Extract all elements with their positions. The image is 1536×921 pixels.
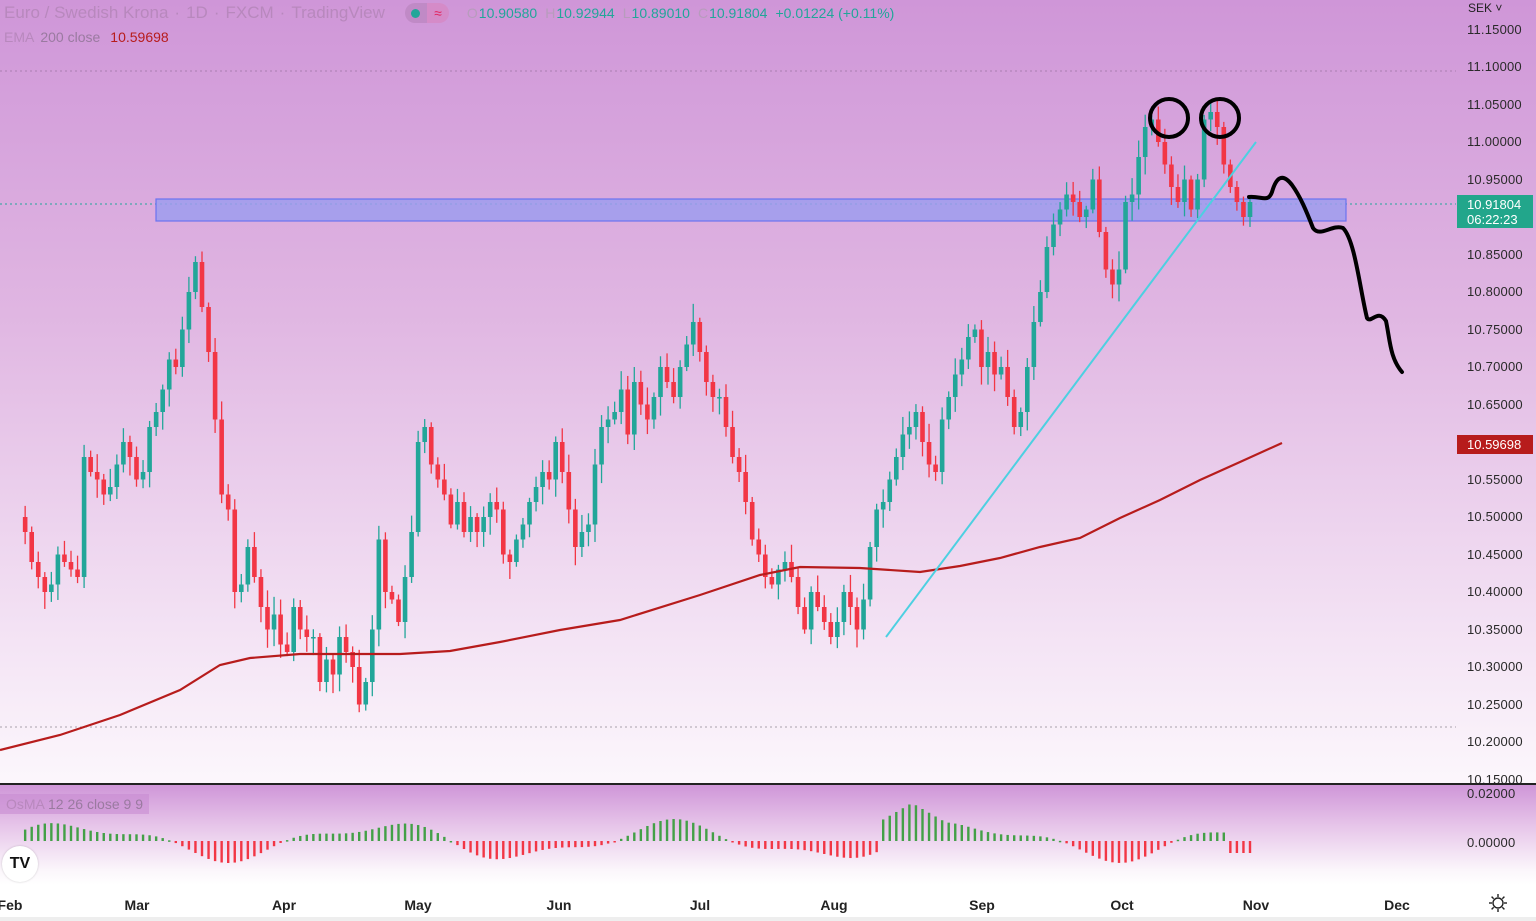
- last-price-tag: 10.91804 06:22:23: [1457, 195, 1533, 228]
- currency-selector[interactable]: SEK ˅: [1468, 1, 1503, 15]
- data-source: TradingView: [291, 3, 385, 22]
- bar-countdown: 06:22:23: [1467, 212, 1518, 227]
- time-axis-label: Jun: [546, 897, 572, 913]
- price-axis-label: 10.65000: [1467, 396, 1523, 412]
- price-axis-label: 11.05000: [1467, 96, 1522, 112]
- oscillator-pane[interactable]: [0, 785, 1536, 885]
- price-axis-label: 11.15000: [1467, 21, 1522, 37]
- price-axis-label: 10.85000: [1467, 246, 1523, 262]
- time-axis-label: May: [404, 897, 432, 913]
- osma-histogram: [23, 804, 1252, 863]
- time-axis-label: Feb: [0, 897, 23, 913]
- ema-legend[interactable]: EMA 200 close 10.59698: [4, 29, 169, 45]
- price-axis-label: 10.55000: [1467, 471, 1523, 487]
- price-axis-label: 10.50000: [1467, 509, 1523, 524]
- price-axis-label: 10.70000: [1467, 359, 1523, 374]
- price-axis-label: 11.10000: [1467, 59, 1522, 74]
- status-pill[interactable]: ≈: [404, 3, 449, 23]
- price-axis-label: 10.80000: [1467, 284, 1523, 299]
- time-axis[interactable]: [0, 885, 1536, 921]
- time-axis-label: Apr: [271, 897, 297, 913]
- open-value: 10.90580: [478, 5, 538, 21]
- interval[interactable]: 1D: [186, 3, 208, 22]
- price-axis-label: 10.95000: [1467, 171, 1523, 187]
- ema-params: 200 close: [40, 29, 101, 45]
- time-axis-label: Oct: [1110, 897, 1134, 913]
- price-axis-label: 10.75000: [1467, 321, 1523, 337]
- ohlc-values: O10.90580 H10.92944 L10.89010 C10.91804 …: [466, 5, 895, 21]
- close-value: 10.91804: [709, 5, 768, 21]
- price-axis-label: 10.15000: [1467, 771, 1523, 787]
- change-value: +0.01224 (+0.11%): [775, 5, 895, 21]
- price-axis-label: 10.45000: [1467, 546, 1523, 562]
- time-axis-label: Aug: [820, 897, 848, 913]
- high-value: 10.92944: [556, 5, 615, 21]
- settings-gear-icon[interactable]: [1488, 893, 1508, 913]
- osc-axis-label: 0.00000: [1467, 835, 1516, 850]
- price-axis-label: 11.00000: [1467, 134, 1522, 149]
- osc-axis-label: 0.02000: [1467, 786, 1516, 801]
- ema-value: 10.59698: [110, 29, 169, 45]
- price-axis-label: 10.30000: [1467, 659, 1523, 674]
- candles: [22, 100, 1253, 713]
- time-axis-label: Mar: [124, 897, 150, 913]
- main-price-pane[interactable]: Euro / Swedish Krona · 1D · FXCM · Tradi…: [0, 0, 1536, 787]
- exchange: FXCM: [225, 3, 274, 22]
- symbol-title[interactable]: Euro / Swedish Krona: [4, 3, 169, 22]
- time-axis-label: Jul: [689, 897, 711, 913]
- low-value: 10.89010: [631, 5, 690, 21]
- price-axis-label: 10.20000: [1467, 734, 1523, 749]
- symbol-legend[interactable]: Euro / Swedish Krona · 1D · FXCM · Tradi…: [4, 3, 895, 23]
- time-axis-label: Nov: [1242, 897, 1270, 913]
- candlestick-chart[interactable]: [0, 0, 1536, 784]
- osma-legend[interactable]: OsMA 12 26 close 9 9: [0, 794, 149, 814]
- market-open-dot-icon: [404, 3, 427, 23]
- delayed-data-wave-icon: ≈: [426, 3, 449, 23]
- ema-name: EMA: [4, 29, 35, 45]
- tradingview-logo-icon[interactable]: TV: [2, 846, 38, 882]
- pane-separator[interactable]: [0, 783, 1536, 785]
- time-axis-label: Dec: [1384, 897, 1410, 913]
- ema-price-tag: 10.59698: [1457, 435, 1533, 454]
- price-axis-label: 10.40000: [1467, 584, 1523, 599]
- price-axis-label: 10.35000: [1467, 621, 1523, 637]
- time-axis-label: Sep: [969, 897, 995, 913]
- price-axis-label: 10.25000: [1467, 696, 1523, 712]
